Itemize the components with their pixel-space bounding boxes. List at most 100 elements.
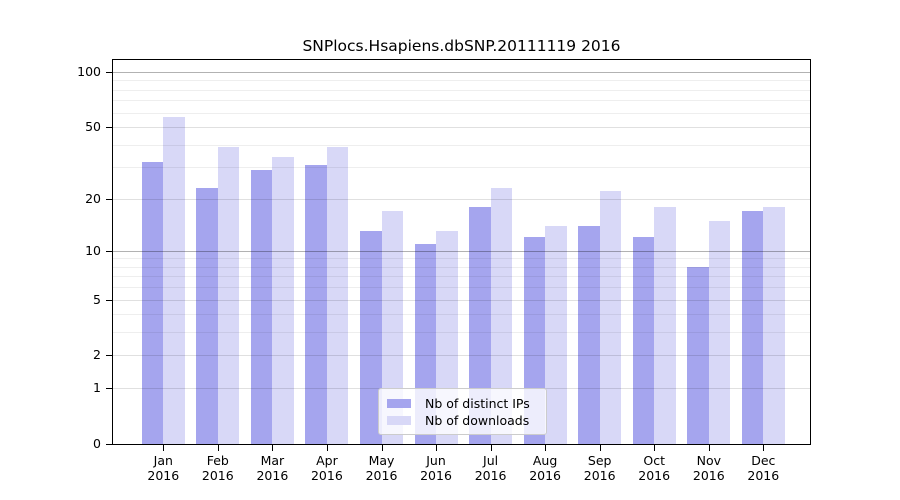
x-tick-sep <box>599 445 601 451</box>
bar-nb-of-distinct-ips-oct <box>632 237 655 444</box>
bar-nb-of-distinct-ips-jan <box>141 162 164 444</box>
x-tick-label-jan: Jan 2016 <box>136 453 190 483</box>
y-tick-label-100: 100 <box>77 64 101 79</box>
y-tick-10 <box>106 250 113 252</box>
y-tick-50 <box>106 127 113 129</box>
month-label: Feb <box>206 453 229 468</box>
x-tick-label-sep: Sep 2016 <box>573 453 627 483</box>
y-tick-0 <box>106 444 113 445</box>
gridline-50 <box>113 127 810 129</box>
x-tick-jul <box>490 445 492 451</box>
legend-item-downloads: Nb of downloads <box>387 414 546 427</box>
x-tick-jan <box>163 445 165 451</box>
month-label: Mar <box>260 453 285 468</box>
gridline-80 <box>113 89 810 91</box>
year-label: 2016 <box>583 468 616 483</box>
bar-nb-of-distinct-ips-may <box>360 231 382 444</box>
year-label: 2016 <box>147 468 180 483</box>
bar-nb-of-distinct-ips-dec <box>741 211 764 444</box>
x-tick-label-dec: Dec 2016 <box>736 453 790 483</box>
x-tick-label-apr: Apr 2016 <box>300 453 354 483</box>
x-tick-dec <box>763 445 765 451</box>
y-tick-5 <box>106 299 113 301</box>
year-label: 2016 <box>310 468 343 483</box>
month-label: Sep <box>587 453 612 468</box>
bar-nb-of-downloads-may <box>381 211 403 444</box>
x-tick-may <box>381 445 383 451</box>
legend: Nb of distinct IPs Nb of downloads <box>378 388 547 435</box>
bar-nb-of-downloads-aug <box>545 225 567 444</box>
x-tick-label-mar: Mar 2016 <box>245 453 299 483</box>
bar-nb-of-distinct-ips-apr <box>305 164 327 444</box>
gridline-90 <box>113 80 810 82</box>
year-label: 2016 <box>529 468 561 483</box>
bar-nb-of-downloads-oct <box>654 206 676 444</box>
bar-nb-of-downloads-nov <box>708 220 731 444</box>
x-tick-label-jun: Jun 2016 <box>409 453 463 483</box>
month-label: May <box>368 453 395 468</box>
gridline-70 <box>113 100 810 102</box>
year-label: 2016 <box>692 468 725 483</box>
month-label: Jul <box>483 453 499 468</box>
y-tick-label-0: 0 <box>93 436 101 451</box>
gridline-60 <box>113 112 810 114</box>
bar-nb-of-distinct-ips-feb <box>196 187 218 444</box>
x-tick-aug <box>545 445 547 451</box>
x-tick-apr <box>326 445 328 451</box>
x-tick-label-nov: Nov 2016 <box>682 453 736 483</box>
year-label: 2016 <box>420 468 452 483</box>
x-tick-label-feb: Feb 2016 <box>191 453 245 483</box>
y-tick-label-2: 2 <box>93 347 101 363</box>
year-label: 2016 <box>365 468 398 483</box>
bar-nb-of-downloads-jan <box>163 116 185 444</box>
x-tick-feb <box>217 445 219 451</box>
gridline-100 <box>113 72 810 73</box>
x-tick-label-oct: Oct 2016 <box>627 453 681 483</box>
bar-nb-of-downloads-sep <box>599 191 622 444</box>
year-label: 2016 <box>747 468 780 483</box>
x-tick-mar <box>272 445 274 451</box>
y-tick-2 <box>106 355 113 357</box>
y-tick-label-50: 50 <box>85 119 101 135</box>
month-label: Apr <box>316 453 338 468</box>
chart-title: SNPlocs.Hsapiens.dbSNP.20111119 2016 <box>302 37 621 55</box>
year-label: 2016 <box>256 468 289 483</box>
month-label: Oct <box>643 453 665 468</box>
month-label: Aug <box>532 453 558 468</box>
bar-nb-of-distinct-ips-nov <box>687 266 709 444</box>
y-tick-label-10: 10 <box>85 242 101 258</box>
bar-nb-of-distinct-ips-sep <box>578 225 600 444</box>
y-tick-label-5: 5 <box>93 291 101 307</box>
legend-swatch-distinct-ips <box>387 398 411 408</box>
month-label: Dec <box>751 453 776 468</box>
x-tick-jun <box>436 445 437 451</box>
year-label: 2016 <box>638 468 671 483</box>
gridline-40 <box>113 144 810 146</box>
legend-item-distinct-ips: Nb of distinct IPs <box>387 397 546 410</box>
bar-nb-of-downloads-apr <box>326 146 349 444</box>
bar-nb-of-distinct-ips-jul <box>469 206 491 444</box>
bar-nb-of-downloads-feb <box>217 146 240 444</box>
month-label: Nov <box>696 453 721 468</box>
x-tick-label-may: May 2016 <box>355 453 409 483</box>
x-tick-label-aug: Aug 2016 <box>518 453 572 483</box>
bar-nb-of-distinct-ips-mar <box>250 169 273 444</box>
x-tick-nov <box>708 445 710 451</box>
year-label: 2016 <box>474 468 507 483</box>
y-tick-1 <box>106 388 113 390</box>
year-label: 2016 <box>201 468 234 483</box>
month-label: Jun <box>426 453 446 468</box>
y-tick-label-1: 1 <box>93 380 101 396</box>
month-label: Jan <box>153 453 173 468</box>
bar-nb-of-downloads-mar <box>272 157 294 444</box>
x-tick-oct <box>654 445 656 451</box>
y-tick-20 <box>106 198 113 200</box>
legend-label-distinct-ips: Nb of distinct IPs <box>425 395 530 411</box>
bar-nb-of-downloads-dec <box>763 206 785 444</box>
legend-swatch-downloads <box>387 415 411 425</box>
legend-label-downloads: Nb of downloads <box>425 412 530 428</box>
x-tick-label-jul: Jul 2016 <box>464 453 518 483</box>
y-tick-100 <box>106 72 113 73</box>
y-tick-label-20: 20 <box>85 190 101 206</box>
